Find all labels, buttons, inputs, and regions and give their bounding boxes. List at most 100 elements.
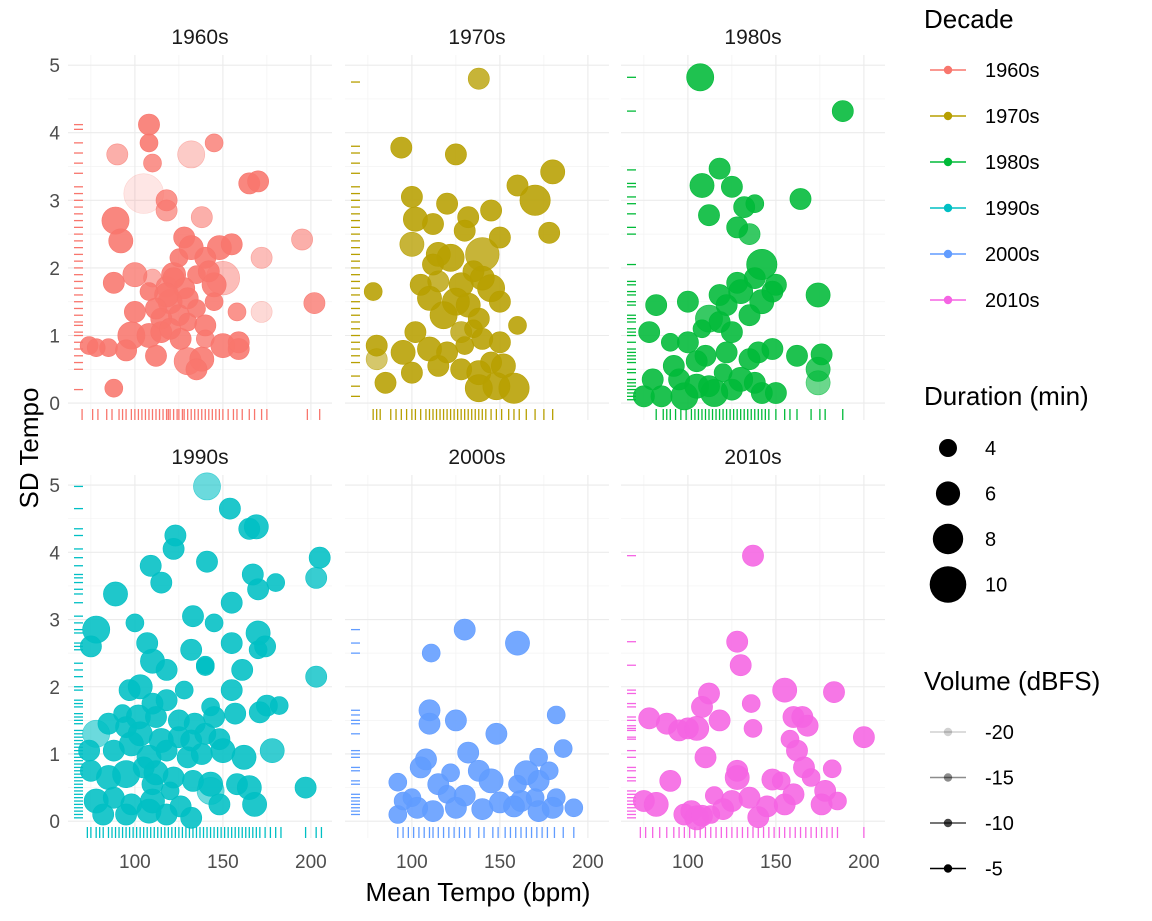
data-point	[159, 317, 182, 340]
y-tick-label: 1	[49, 745, 60, 766]
data-point	[498, 372, 530, 404]
facet-rug	[351, 81, 554, 420]
data-point	[698, 375, 720, 398]
data-point	[178, 235, 204, 261]
data-point	[684, 716, 710, 741]
y-tick-label: 2	[49, 259, 60, 280]
data-point	[713, 363, 733, 383]
data-point	[429, 301, 458, 330]
data-point	[155, 199, 178, 222]
data-point	[643, 792, 669, 817]
data-point	[645, 294, 668, 317]
data-point	[145, 706, 167, 728]
data-point	[485, 722, 508, 745]
facet-points	[363, 67, 566, 404]
data-point	[686, 63, 715, 92]
facet-strip-label: 1980s	[724, 26, 781, 49]
data-point	[115, 339, 138, 362]
data-point	[480, 199, 503, 222]
data-point	[765, 273, 787, 296]
data-point	[291, 228, 314, 251]
data-point	[715, 341, 738, 364]
data-point	[738, 786, 761, 809]
facet-1960s: 1960s	[68, 26, 332, 420]
legend-label: 8	[985, 529, 996, 551]
data-point	[210, 738, 236, 764]
data-point	[247, 170, 270, 193]
facet-points	[633, 63, 854, 411]
data-point	[399, 231, 425, 257]
data-point	[92, 803, 115, 826]
data-point	[701, 805, 721, 824]
data-point	[409, 756, 432, 779]
legend-key-point	[943, 727, 953, 737]
legend-key-point	[943, 818, 953, 828]
data-point	[503, 795, 525, 818]
data-point	[115, 803, 138, 826]
data-point	[828, 791, 847, 811]
data-point	[160, 781, 180, 801]
data-point	[162, 538, 185, 560]
data-point	[145, 344, 167, 367]
data-point	[108, 228, 134, 254]
legend-label: -20	[985, 722, 1014, 744]
facet-points	[78, 472, 331, 829]
data-point	[529, 747, 548, 767]
data-point	[250, 300, 273, 323]
legend-key-point	[943, 65, 953, 75]
legend-label: 4	[985, 438, 996, 460]
data-point	[421, 643, 441, 663]
facet-points	[633, 544, 875, 831]
data-point	[185, 358, 208, 381]
data-point	[677, 331, 699, 354]
data-point	[422, 800, 444, 823]
facet-rug	[627, 76, 844, 420]
data-point	[789, 188, 812, 210]
data-point	[118, 731, 144, 757]
y-tick-label: 3	[49, 191, 60, 212]
legend-key-point	[943, 249, 953, 259]
y-tick-label: 5	[49, 476, 60, 497]
data-point	[180, 638, 203, 661]
y-tick-label: 4	[49, 543, 60, 564]
data-point	[294, 776, 317, 799]
data-point	[220, 632, 243, 655]
data-point	[638, 321, 661, 344]
data-point	[742, 544, 764, 567]
data-point	[143, 153, 162, 173]
axis-tick-labels: 0 1 2 3 4 5 0 1 2 3 4 5 100 150 200 100 150 200 100 150 200	[49, 56, 879, 873]
facet-1980s: 1980s	[621, 26, 885, 420]
data-point	[250, 246, 273, 269]
data-point	[698, 204, 720, 227]
legend-size-key	[929, 566, 967, 603]
legend-size-key	[939, 439, 957, 457]
data-point	[180, 806, 203, 829]
y-axis-title: SD Tempo	[14, 388, 44, 509]
data-point	[139, 133, 159, 153]
data-point	[457, 741, 480, 764]
data-point	[125, 613, 145, 633]
data-point	[738, 304, 761, 327]
legend-key-point	[943, 157, 953, 167]
y-tick-label: 0	[49, 812, 60, 833]
y-tick-label: 5	[49, 56, 60, 77]
data-point	[453, 219, 476, 242]
legend-key-point	[943, 773, 953, 782]
data-point	[805, 370, 831, 396]
legend-label: -5	[985, 859, 1003, 881]
data-point	[139, 554, 162, 577]
data-point	[123, 300, 146, 323]
x-tick-label: 100	[672, 852, 704, 873]
data-point	[155, 689, 178, 712]
data-point	[444, 709, 467, 732]
data-point	[190, 743, 213, 765]
data-point	[122, 262, 148, 288]
data-point	[659, 770, 682, 792]
data-point	[400, 185, 423, 208]
data-point	[761, 338, 784, 360]
data-point	[182, 605, 204, 628]
data-point	[743, 719, 763, 738]
data-point	[208, 793, 231, 816]
data-point	[694, 746, 717, 769]
data-point	[478, 768, 504, 794]
